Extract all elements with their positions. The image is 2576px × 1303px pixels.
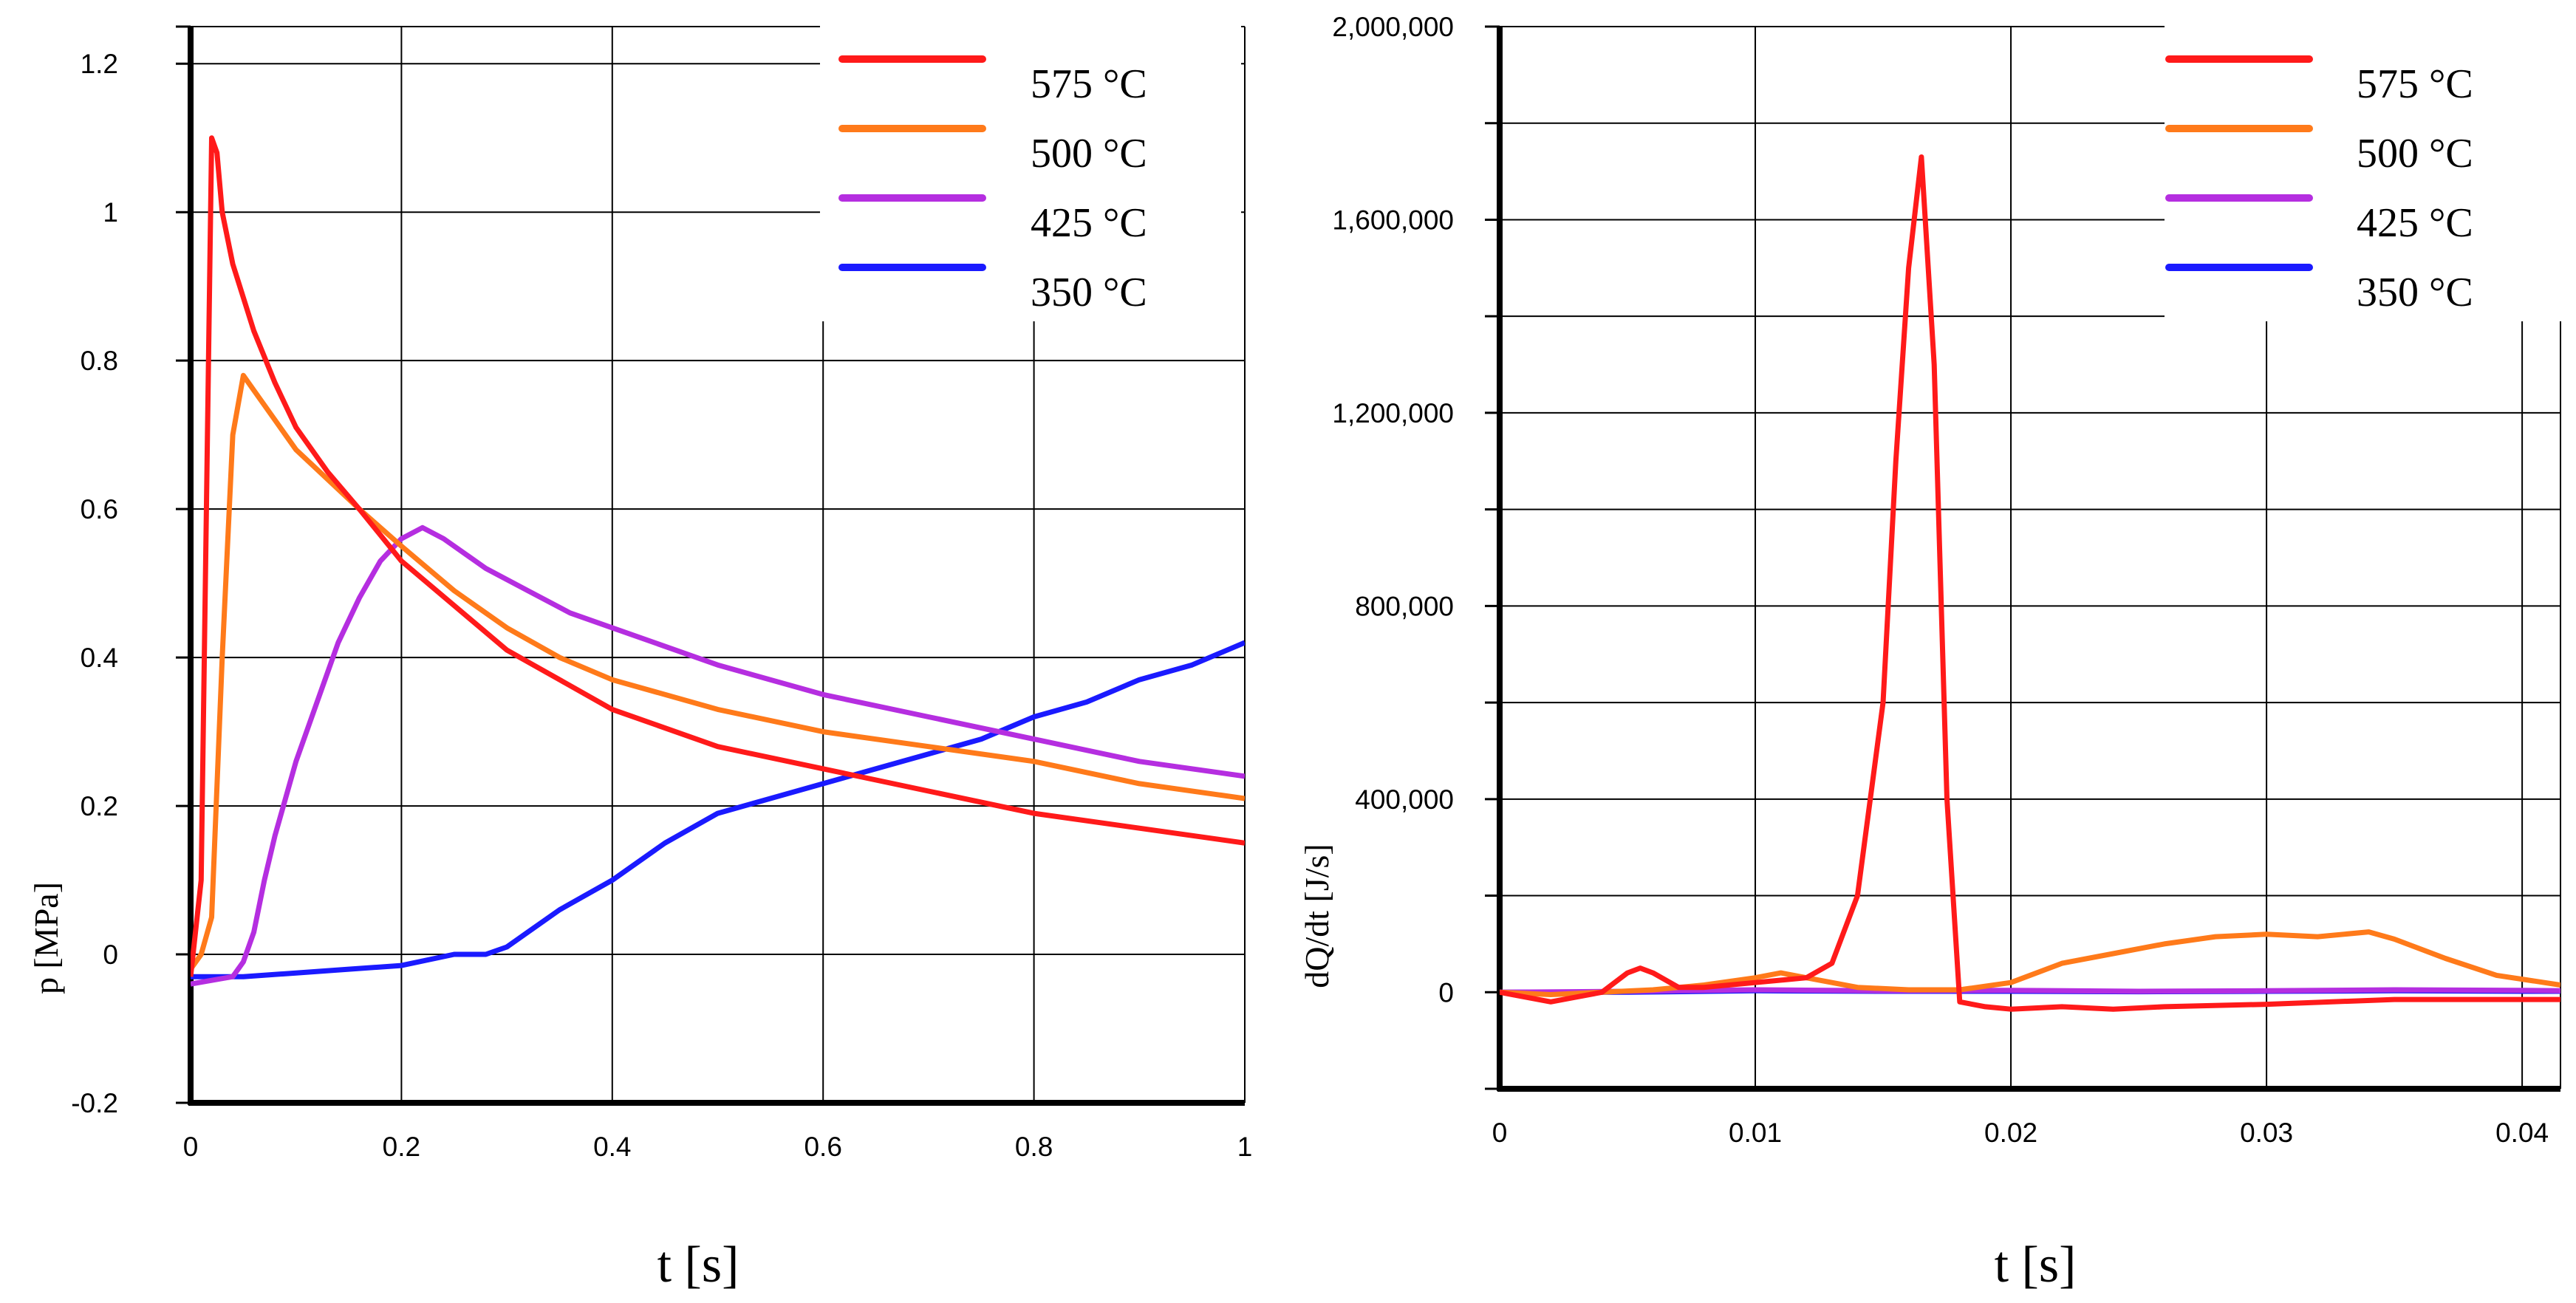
x-tick-label: 0.04 [2495,1118,2549,1148]
y-tick-label: 1,200,000 [1332,398,1454,428]
series-line-500C [191,372,1245,971]
x-tick-label: 0 [183,1132,199,1162]
x-tick-label: 0.8 [1015,1132,1053,1162]
y-tick-label: -0.2 [71,1088,118,1118]
y-tick-label: 1,600,000 [1332,205,1454,235]
y-tick-label: 800,000 [1355,591,1454,621]
x-tick-label: 0.01 [1729,1118,1782,1148]
y-tick-label: 0.6 [81,494,118,524]
y-axis-title: p [MPa] [27,882,65,994]
y-tick-label: 0.4 [81,643,118,673]
pressure-chart: 0 0.2 0.4 0.6 0.8 1 -0.2 0 0.2 0.4 0.6 0.8 1 1.2 t [s]… [27,25,1253,1293]
x-tick-label: 0.02 [1984,1118,2037,1148]
series-line-425C [1500,987,2560,995]
legend-label: 425 °C [1031,200,1147,246]
y-tick-label: 0.8 [81,346,118,376]
y-tick-label: 2,000,000 [1332,12,1454,42]
legend-label: 575 °C [1031,61,1147,107]
series-line-350C [191,640,1245,979]
x-tick-label: 0.2 [383,1132,420,1162]
legend-label: 425 °C [2357,200,2473,246]
legend-label: 500 °C [2357,131,2473,177]
y-tick-label: 0.2 [81,791,118,821]
legend-label: 575 °C [2357,61,2473,107]
series-line-575C [191,135,1245,977]
x-tick-label: 0 [1492,1118,1508,1148]
heat-release-chart: 0 0.01 0.02 0.03 0.04 0 400,000 800,000 1,200,00… [1298,12,2563,1293]
y-tick-label: 1 [103,197,118,228]
legend-label: 500 °C [1031,131,1147,177]
x-axis-title: t [s] [1995,1237,2077,1293]
legend-box [820,26,1241,321]
y-axis-title: dQ/dt [J/s] [1298,844,1336,988]
x-axis-title: t [s] [657,1237,739,1293]
series-line-575C [1500,154,2560,1012]
y-tick-label: 0 [103,940,118,970]
x-tick-label: 0.03 [2240,1118,2293,1148]
legend-label: 350 °C [2357,270,2473,315]
y-tick-label: 400,000 [1355,784,1454,815]
series-line-500C [1500,929,2560,997]
legend-box [2165,26,2563,321]
legend-label: 350 °C [1031,270,1147,315]
y-tick-label: 0 [1438,977,1454,1008]
series-line-425C [191,524,1245,987]
x-tick-label: 0.6 [804,1132,841,1162]
x-tick-label: 0.4 [593,1132,631,1162]
y-tick-label: 1.2 [81,49,118,79]
x-tick-label: 1 [1237,1132,1253,1162]
